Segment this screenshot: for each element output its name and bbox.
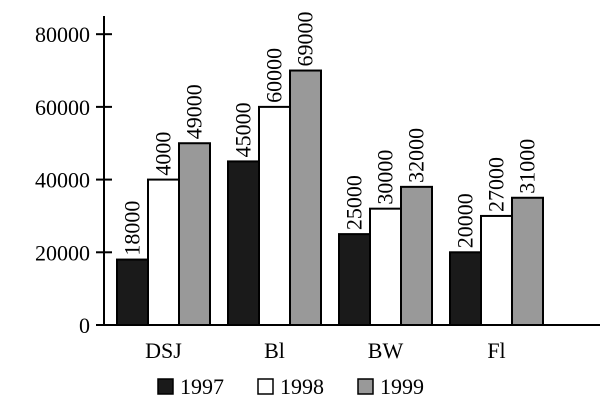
bar-1998-BW — [369, 207, 402, 327]
data-label: 20000 — [453, 193, 478, 248]
data-label: 45000 — [231, 102, 256, 157]
bars — [116, 69, 544, 327]
x-category-label: BW — [368, 338, 404, 363]
bar-1997-BW — [338, 233, 371, 326]
data-label: 69000 — [293, 12, 318, 67]
bar-1998-DSJ — [147, 178, 180, 326]
y-tick-label: 60000 — [35, 95, 90, 120]
data-label: 32000 — [404, 128, 429, 183]
y-tick-label: 0 — [79, 313, 90, 338]
bar-1997-Fl — [449, 251, 482, 326]
legend-swatch-1997 — [157, 378, 174, 395]
legend-label-1997: 1997 — [180, 374, 224, 399]
data-label: 31000 — [515, 139, 540, 194]
data-label: 25000 — [342, 175, 367, 230]
data-label: 60000 — [262, 48, 287, 103]
bar-1999-Bl — [289, 69, 322, 326]
legend: 1997 1998 1999 — [157, 374, 424, 399]
legend-swatch-1999 — [357, 378, 374, 395]
bar-1997-DSJ — [116, 258, 149, 326]
bar-1997-Bl — [227, 160, 260, 326]
axes: 0 20000 40000 60000 80000 DSJ Bl BW Fl — [35, 16, 600, 363]
x-category-label: Fl — [487, 338, 505, 363]
bar-1999-Fl — [511, 196, 544, 326]
data-label: 27000 — [484, 157, 509, 212]
legend-label-1998: 1998 — [280, 374, 324, 399]
x-category-label: Bl — [264, 338, 285, 363]
x-category-label: DSJ — [145, 338, 182, 363]
legend-label-1999: 1999 — [380, 374, 424, 399]
data-label: 30000 — [373, 150, 398, 205]
y-tick-label: 20000 — [35, 240, 90, 265]
data-label: 49000 — [182, 84, 207, 139]
y-tick-label: 80000 — [35, 22, 90, 47]
bar-1998-Bl — [258, 105, 291, 326]
y-tick-label: 40000 — [35, 168, 90, 193]
bar-1999-DSJ — [178, 142, 211, 326]
data-label: 4000 — [151, 132, 176, 176]
legend-swatch-1998 — [257, 378, 274, 395]
data-label: 18000 — [120, 201, 145, 256]
bar-1999-BW — [400, 185, 433, 326]
bar-1998-Fl — [480, 214, 513, 326]
